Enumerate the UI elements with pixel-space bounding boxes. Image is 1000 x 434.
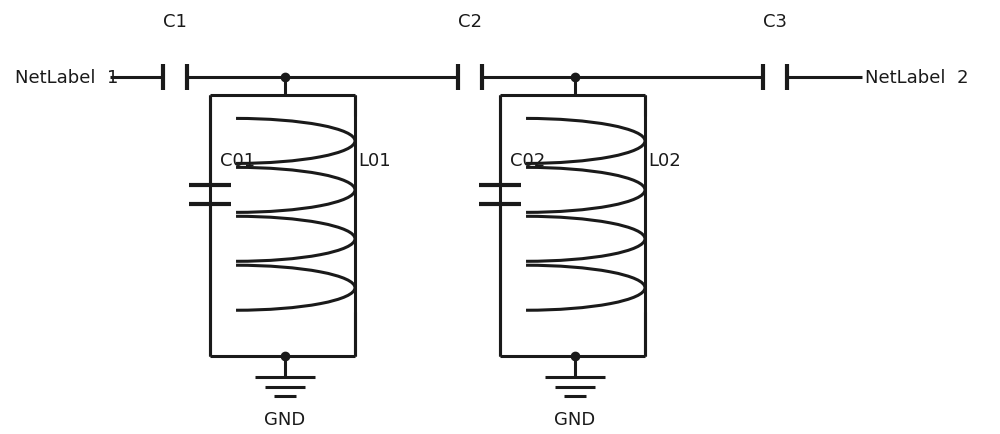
Text: C2: C2 — [458, 13, 482, 31]
Text: NetLabel  1: NetLabel 1 — [15, 69, 118, 87]
Text: C01: C01 — [220, 151, 256, 170]
Text: L02: L02 — [649, 151, 681, 170]
Text: C02: C02 — [510, 151, 546, 170]
Text: GND: GND — [264, 410, 306, 428]
Text: GND: GND — [554, 410, 596, 428]
Text: L01: L01 — [359, 151, 391, 170]
Text: C3: C3 — [763, 13, 787, 31]
Text: C1: C1 — [163, 13, 187, 31]
Text: NetLabel  2: NetLabel 2 — [865, 69, 968, 87]
